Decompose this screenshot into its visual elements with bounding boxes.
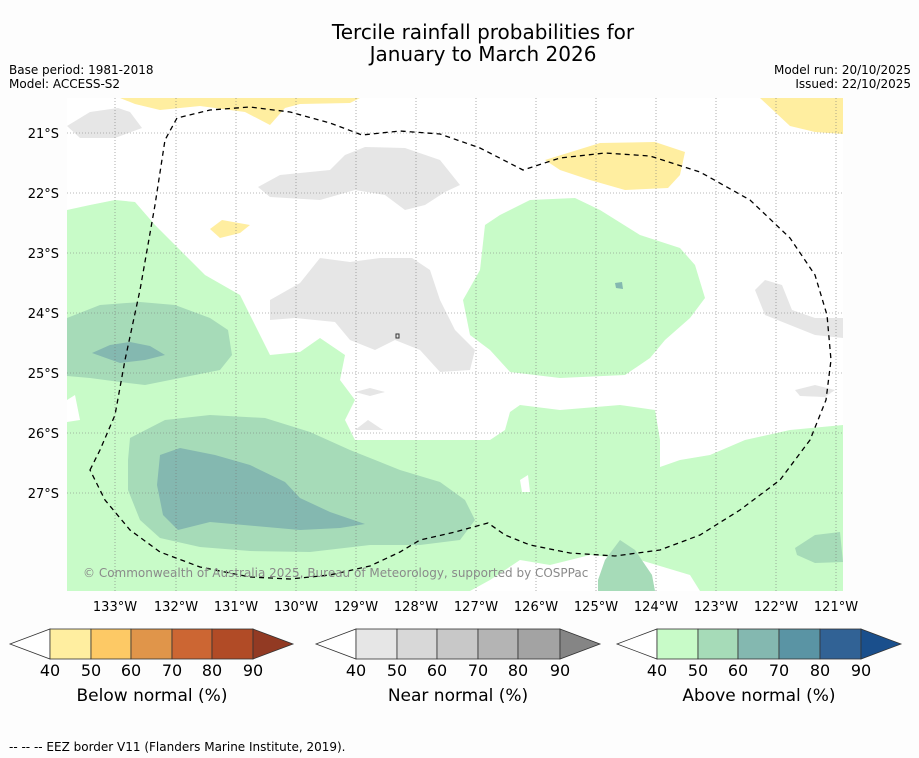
colorbar-swatch — [697, 628, 739, 660]
colorbar-swatch — [90, 628, 132, 660]
lat-label: 27°S — [28, 487, 59, 502]
colorbar-swatch — [171, 628, 213, 660]
below-normal-region — [120, 98, 843, 238]
colorbar-max-extend — [860, 628, 903, 660]
lat-label: 24°S — [28, 307, 59, 322]
colorbar-swatch — [477, 628, 519, 660]
colorbar-swatch — [130, 628, 173, 660]
lon-label: 123°W — [694, 600, 738, 615]
colorbar-tick: 70 — [468, 661, 488, 680]
colorbar-below-normal — [8, 628, 295, 660]
lat-label: 25°S — [28, 367, 59, 382]
lon-label: 126°W — [514, 600, 558, 615]
copyright-note: © Commonwealth of Australia 2025, Bureau… — [83, 566, 588, 580]
lon-label: 122°W — [754, 600, 798, 615]
colorbar-tick: 50 — [688, 661, 708, 680]
colorbar-near-normal — [314, 628, 602, 660]
model-name: Model: ACCESS-S2 — [9, 77, 121, 91]
lat-label: 22°S — [28, 187, 59, 202]
no-signal-holes — [67, 395, 530, 492]
colorbar-swatch — [49, 628, 92, 660]
eez-border — [89, 106, 832, 580]
meta-left: Base period: 1981-2018 Model: ACCESS-S2 — [9, 63, 154, 91]
colorbar-swatch — [355, 628, 398, 660]
colorbar-tick: 90 — [550, 661, 570, 680]
colorbar-below-ticks: 40 50 60 70 80 90 — [40, 661, 263, 680]
colorbar-min-extend — [615, 628, 658, 660]
lat-label: 26°S — [28, 427, 59, 442]
lon-label: 132°W — [154, 600, 198, 615]
colorbar-tick: 60 — [427, 661, 447, 680]
lon-label: 133°W — [93, 600, 137, 615]
colorbar-tick: 60 — [121, 661, 141, 680]
colorbar-tick: 50 — [387, 661, 407, 680]
colorbar-tick: 40 — [647, 661, 667, 680]
colorbar-near-ticks: 40 50 60 70 80 90 — [346, 661, 570, 680]
issued-date: Issued: 22/10/2025 — [795, 77, 911, 91]
colorbar-swatch — [436, 628, 479, 660]
eez-footer-note: -- -- -- EEZ border V11 (Flanders Marine… — [9, 740, 346, 754]
map-plot-area: © Commonwealth of Australia 2025, Bureau… — [67, 98, 843, 591]
model-run: Model run: 20/10/2025 — [773, 63, 911, 77]
colorbar-swatch — [396, 628, 438, 660]
lon-label: 131°W — [214, 600, 258, 615]
colorbar-tick: 40 — [346, 661, 366, 680]
colorbar-max-extend — [559, 628, 602, 660]
map-gridlines — [67, 98, 843, 591]
colorbar-min-extend — [8, 628, 51, 660]
longitude-labels: 133°W 132°W 131°W 130°W 129°W 128°W 127°… — [93, 600, 858, 615]
colorbar-swatch — [778, 628, 821, 660]
colorbar-min-extend — [314, 628, 357, 660]
lon-label: 127°W — [454, 600, 498, 615]
colorbar-swatch — [211, 628, 254, 660]
colorbar-tick: 50 — [81, 661, 101, 680]
above-normal-label: Above normal (%) — [682, 686, 836, 706]
colorbar-tick: 40 — [40, 661, 60, 680]
near-normal-label: Near normal (%) — [387, 686, 529, 706]
colorbar-swatch — [517, 628, 561, 660]
lon-label: 130°W — [274, 600, 318, 615]
meta-right: Model run: 20/10/2025 Issued: 22/10/2025 — [774, 63, 911, 91]
lon-label: 124°W — [634, 600, 678, 615]
colorbar-tick: 60 — [728, 661, 748, 680]
above-normal-60-70-region — [92, 282, 623, 530]
lon-label: 121°W — [814, 600, 858, 615]
lon-label: 129°W — [334, 600, 378, 615]
below-normal-label: Below normal (%) — [76, 686, 228, 706]
map-title-line1: Tercile rainfall probabilities for — [331, 20, 635, 44]
colorbar-tick: 70 — [162, 661, 182, 680]
lon-label: 128°W — [394, 600, 438, 615]
lon-label: 125°W — [574, 600, 618, 615]
map-small-markers — [395, 333, 400, 339]
colorbar-above-normal — [615, 628, 903, 660]
colorbar-tick: 70 — [769, 661, 789, 680]
lat-label: 21°S — [28, 127, 59, 142]
colorbar-max-extend — [252, 628, 295, 660]
map-title-line2: January to March 2026 — [369, 42, 597, 66]
colorbar-tick: 80 — [202, 661, 222, 680]
colorbar-tick: 80 — [810, 661, 830, 680]
colorbar-tick: 80 — [508, 661, 528, 680]
colorbar-above-ticks: 40 50 60 70 80 90 — [647, 661, 871, 680]
colorbar-tick: 90 — [243, 661, 263, 680]
latitude-labels: 21°S 22°S 23°S 24°S 25°S 26°S 27°S — [28, 127, 59, 502]
base-period: Base period: 1981-2018 — [9, 63, 154, 77]
colorbar-swatch — [737, 628, 780, 660]
colorbar-swatch — [819, 628, 862, 660]
colorbar-swatch — [656, 628, 699, 660]
colorbar-tick: 90 — [851, 661, 871, 680]
lat-label: 23°S — [28, 247, 59, 262]
